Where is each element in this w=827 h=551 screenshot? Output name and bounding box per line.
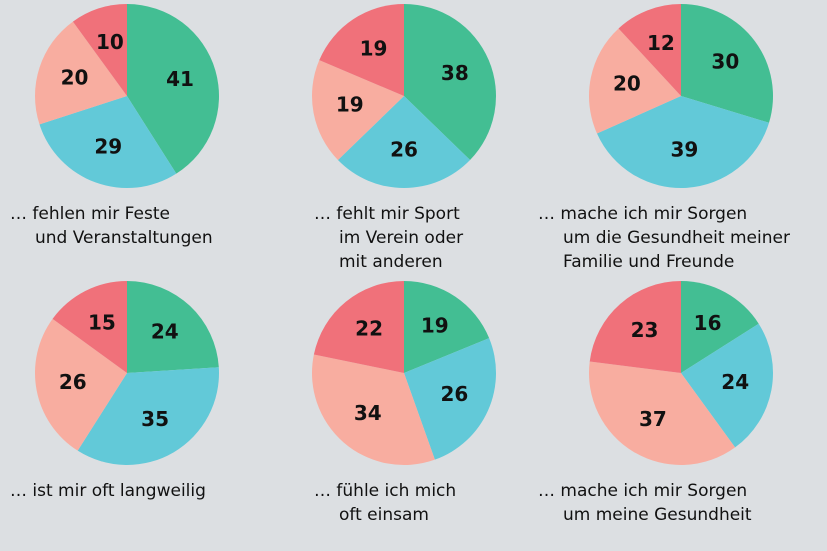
caption: … fehlt mir Sport: [314, 204, 460, 224]
value-label: 20: [61, 65, 89, 89]
pie-slice: [39, 96, 177, 188]
pie-slice: [589, 361, 736, 465]
pie-slice: [681, 323, 773, 448]
pie-slice: [589, 28, 681, 134]
pie: 16 24 37 23 … mache ich mir Sorgen um meine G…: [538, 281, 773, 525]
caption: mit anderen: [339, 252, 443, 272]
value-label: 23: [631, 318, 659, 342]
value-label: 19: [421, 314, 449, 338]
value-label: 38: [441, 61, 469, 85]
caption: … ist mir oft langweilig: [10, 481, 206, 501]
value-label: 24: [721, 370, 749, 394]
value-label: 16: [694, 311, 722, 335]
pie-slice: [313, 281, 404, 373]
pie-slice: [404, 338, 496, 460]
value-label: 20: [613, 71, 641, 95]
value-label: 22: [355, 317, 383, 341]
value-label: 29: [94, 134, 122, 158]
caption: um meine Gesundheit: [563, 505, 752, 525]
value-label: 37: [639, 407, 667, 431]
value-label: 39: [671, 138, 699, 162]
pie-slice: [311, 354, 435, 466]
pie-slice: [404, 281, 490, 373]
caption: … fehlen mir Feste: [10, 204, 170, 224]
value-label: 26: [390, 138, 418, 162]
caption: um die Gesundheit meiner: [563, 228, 790, 248]
value-label: 26: [59, 370, 87, 394]
pie: 41 29 20 10 … fehlen mir Feste und Veranstalt…: [10, 4, 220, 248]
caption: oft einsam: [339, 505, 429, 525]
value-label: 10: [96, 30, 124, 54]
pie-slice: [681, 281, 759, 373]
value-label: 15: [88, 310, 116, 334]
pie-slice: [681, 4, 773, 123]
pie-slice: [34, 21, 127, 125]
pie-slice: [589, 281, 681, 373]
value-label: 24: [151, 319, 179, 343]
pie-slice: [618, 4, 681, 96]
pie-slice: [127, 4, 220, 174]
pie-slice: [319, 4, 404, 96]
caption: … mache ich mir Sorgen: [538, 481, 747, 501]
value-label: 30: [711, 50, 739, 74]
caption: im Verein oder: [339, 228, 463, 248]
caption: und Veranstaltungen: [35, 228, 213, 248]
pie: 19 26 34 22 … fühle ich mich oft einsam: [311, 281, 496, 525]
value-label: 19: [336, 93, 364, 117]
caption: … fühle ich mich: [314, 481, 456, 501]
value-label: 41: [166, 67, 194, 91]
pie: 24 35 26 15 … ist mir oft langweilig: [10, 281, 219, 501]
pie-slice: [72, 4, 127, 96]
value-label: 12: [647, 31, 675, 55]
caption: … mache ich mir Sorgen: [538, 204, 747, 224]
pie-slice: [35, 318, 127, 451]
value-label: 35: [141, 407, 169, 431]
pie-slice: [404, 4, 496, 161]
pie-slice: [127, 281, 219, 373]
pie-slice: [312, 60, 404, 161]
value-label: 19: [360, 36, 388, 60]
pie-slice: [77, 367, 219, 465]
pie-slice: [337, 96, 471, 188]
pie-slice: [596, 96, 770, 188]
caption: Familie und Freunde: [563, 252, 734, 272]
value-label: 34: [354, 401, 382, 425]
value-label: 26: [440, 382, 468, 406]
pie-slice: [52, 281, 127, 373]
pie: 38 26 19 19 … fehlt mir Sport im Verein oder m…: [312, 4, 496, 272]
